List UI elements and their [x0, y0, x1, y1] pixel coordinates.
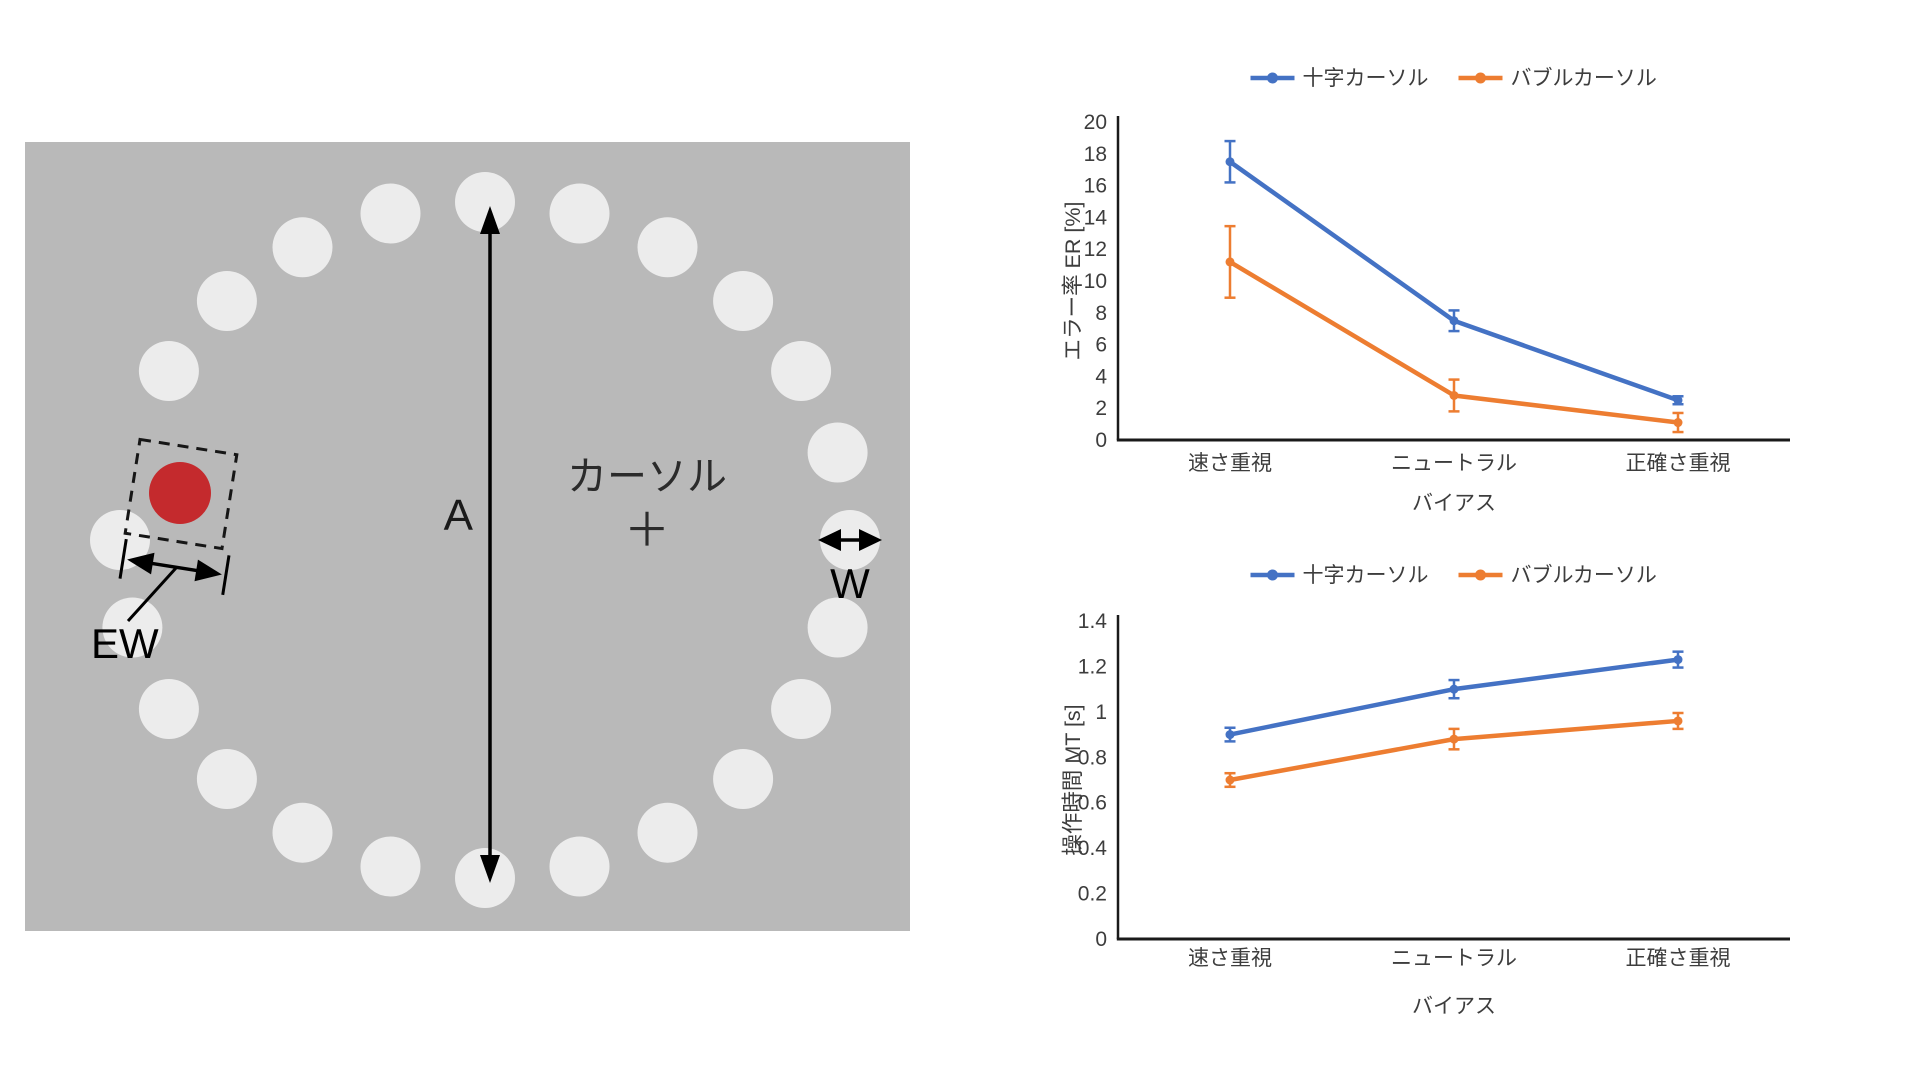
y-tick-label: 0 — [1095, 928, 1107, 951]
distractor-circle — [637, 802, 698, 863]
legend-item: バブルカーソル — [1458, 564, 1657, 587]
x-axis-title: バイアス — [1412, 995, 1496, 1018]
movement-time-chart: 十字カーソル バブルカーソル 0 0.2 0.4 0.6 0.8 1 1.2 1.4 操作時間 MT… — [1061, 564, 1790, 1018]
distractor-circle — [771, 679, 832, 739]
y-tick-label: 0.6 — [1078, 792, 1107, 815]
ew-leader-line — [126, 566, 178, 623]
data-point-marker — [1673, 395, 1683, 405]
y-axis-title: 操作時間 MT [s] — [1061, 704, 1085, 855]
series-line — [1228, 159, 1679, 403]
y-tick-label: 16 — [1084, 175, 1107, 198]
distractor-circle — [102, 597, 163, 658]
y-tick-label: 14 — [1084, 206, 1108, 229]
y-tick-label: 20 — [1084, 111, 1107, 134]
y-tick-label: 6 — [1095, 334, 1107, 357]
y-tick-label: 4 — [1095, 365, 1107, 388]
cursor-label: カーソル — [567, 455, 727, 499]
goal-target — [149, 462, 211, 524]
legend-marker-icon — [1475, 72, 1486, 84]
legend-item: バブルカーソル — [1458, 67, 1657, 90]
legend-item: 十字カーソル — [1250, 67, 1429, 90]
distractor-circle — [272, 217, 333, 278]
distractor-circle — [138, 341, 199, 401]
distractor-circle — [807, 597, 868, 658]
y-tick-label: 1.2 — [1078, 655, 1107, 678]
y-tick-label: 8 — [1095, 302, 1107, 325]
distractor-circle — [549, 836, 610, 897]
distractor-circle — [713, 271, 774, 331]
data-point-marker — [1225, 730, 1235, 740]
target-ring — [90, 172, 880, 908]
data-point-marker — [1449, 684, 1459, 694]
y-tick-label: 0.8 — [1078, 746, 1107, 769]
x-tick-label: 速さ重視 — [1188, 947, 1272, 970]
y-tick-label: 18 — [1084, 143, 1107, 166]
data-point-marker — [1673, 655, 1683, 665]
legend-item: 十字カーソル — [1250, 564, 1429, 587]
legend-marker-icon — [1475, 569, 1486, 581]
distractor-circle — [196, 749, 257, 809]
x-axis-title: バイアス — [1412, 492, 1496, 515]
distractor-circle — [713, 749, 774, 809]
y-tick-label: 0.2 — [1078, 883, 1107, 906]
ew-label: EW — [91, 620, 159, 667]
chart-legend: 十字カーソル バブルカーソル — [1250, 564, 1657, 587]
x-tick-label: ニュートラル — [1391, 947, 1517, 970]
chart-legend: 十字カーソル バブルカーソル — [1250, 67, 1657, 90]
series-バブルカーソル — [1224, 711, 1684, 789]
distractor-circle — [455, 172, 515, 232]
legend-label: 十字カーソル — [1303, 67, 1429, 90]
y-tick-label: 2 — [1095, 397, 1107, 420]
data-point-marker — [1225, 257, 1235, 267]
data-point-marker — [1449, 734, 1459, 744]
legend-marker-icon — [1267, 72, 1278, 84]
y-tick-label: 0.4 — [1078, 837, 1108, 860]
width-label: W — [830, 560, 870, 607]
distractor-circle — [360, 836, 421, 897]
x-tick-label: ニュートラル — [1391, 452, 1517, 475]
y-tick-label: 1.4 — [1078, 610, 1108, 633]
distractor-circle — [360, 183, 421, 244]
data-point-marker — [1673, 418, 1683, 428]
distractor-circle — [90, 510, 150, 570]
legend-marker-icon — [1267, 569, 1278, 581]
width-arrow — [818, 529, 882, 551]
distractor-circle — [771, 341, 832, 401]
y-tick-label: 10 — [1084, 270, 1107, 293]
distractor-circle — [455, 848, 515, 908]
legend-label: バブルカーソル — [1511, 564, 1657, 587]
legend-label: バブルカーソル — [1511, 67, 1657, 90]
data-point-marker — [1449, 390, 1459, 400]
distractor-circle — [549, 183, 610, 244]
distractor-circle — [196, 271, 257, 331]
data-point-marker — [1449, 316, 1459, 326]
legend-label: 十字カーソル — [1303, 564, 1429, 587]
x-tick-label: 速さ重視 — [1188, 452, 1272, 475]
series-十字カーソル — [1224, 650, 1684, 743]
distractor-circle — [138, 679, 199, 739]
distractor-circle — [272, 802, 333, 863]
cursor-cross-glyph: ＋ — [624, 504, 670, 556]
amplitude-label: A — [444, 491, 474, 540]
distractor-circle — [807, 422, 868, 483]
data-point-marker — [1225, 157, 1235, 167]
data-point-marker — [1673, 716, 1683, 726]
series-十字カーソル — [1224, 139, 1684, 406]
x-tick-label: 正確さ重視 — [1626, 947, 1731, 970]
experiment-diagram: EW A カーソル ＋ W — [25, 142, 910, 931]
error-rate-chart: 十字カーソル バブルカーソル 0 2 4 6 8 10 12 14 16 18 20 エラー率 ER [%… — [1061, 67, 1790, 515]
y-tick-label: 0 — [1095, 429, 1107, 452]
y-axis-title: エラー率 ER [%] — [1061, 202, 1085, 361]
distractor-circle — [637, 217, 698, 278]
effective-width-box — [123, 437, 239, 551]
series-バブルカーソル — [1224, 224, 1684, 434]
effective-width-dimension — [118, 538, 231, 596]
data-point-marker — [1225, 775, 1235, 785]
amplitude-arrow — [480, 206, 500, 883]
y-tick-label: 1 — [1095, 701, 1107, 724]
x-tick-label: 正確さ重視 — [1626, 452, 1731, 475]
y-tick-label: 12 — [1084, 238, 1107, 261]
